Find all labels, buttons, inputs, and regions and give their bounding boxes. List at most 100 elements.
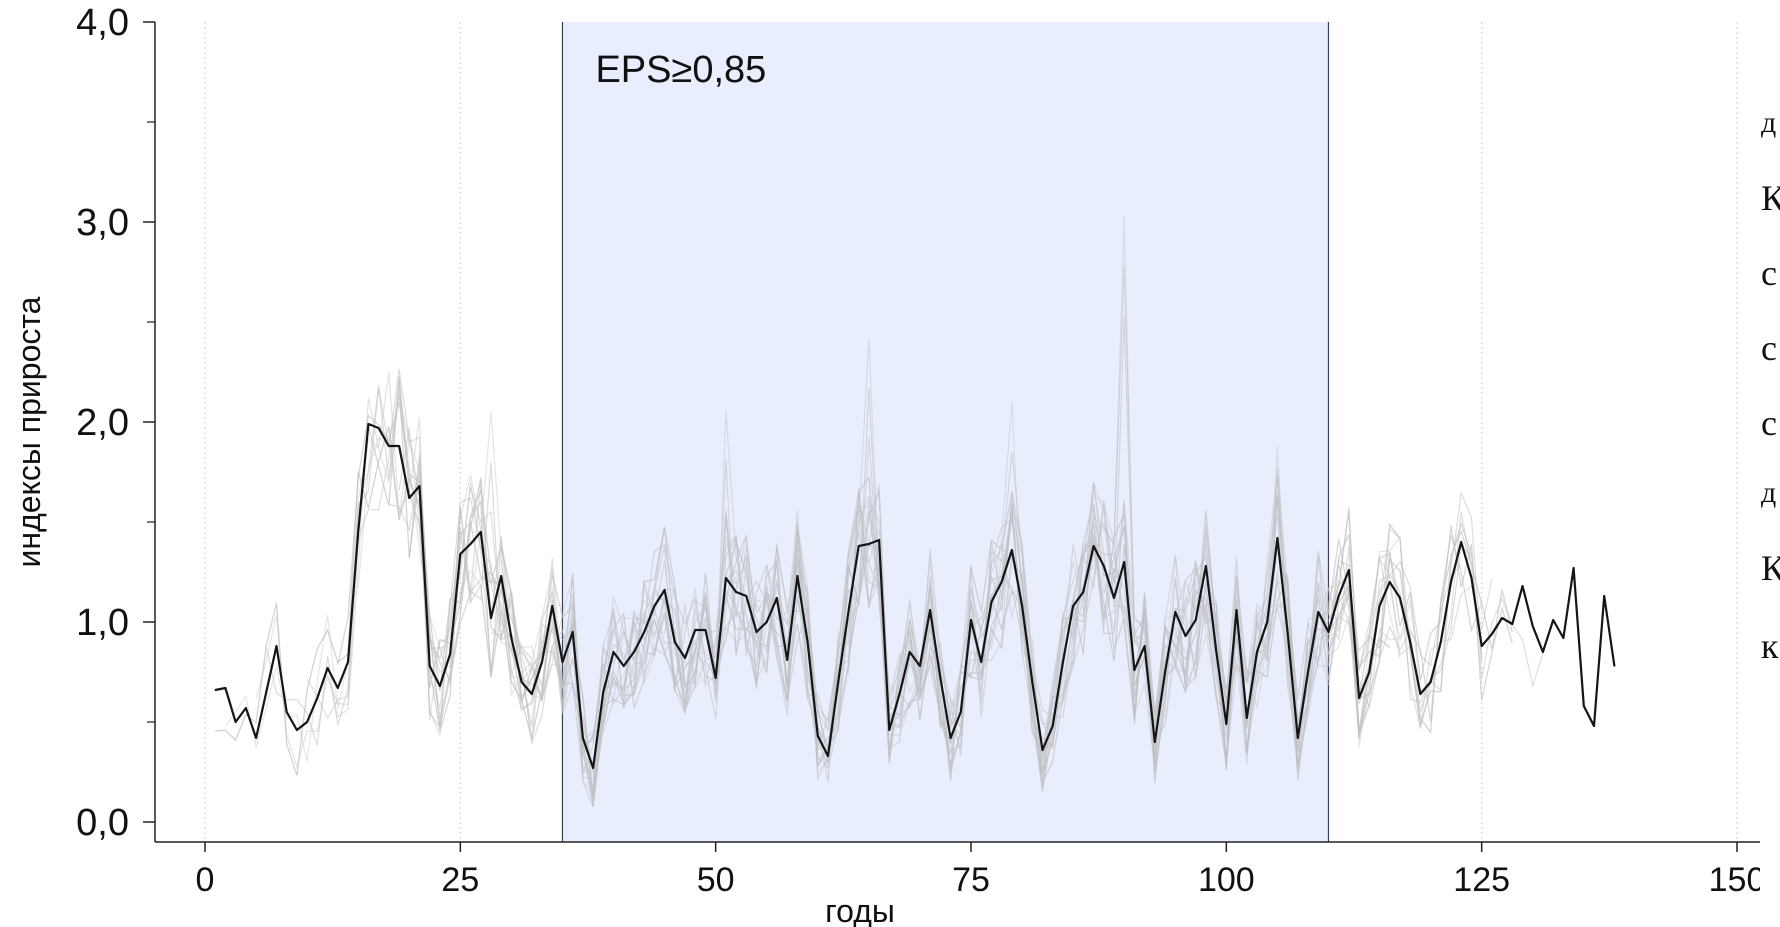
mean-series-point [1072, 605, 1074, 607]
mean-series-point [1480, 645, 1483, 647]
mean-series-point [234, 721, 237, 723]
y-axis-label: индексы прироста [11, 296, 47, 567]
x-axis-label: годы [825, 893, 895, 927]
mean-series-point [898, 693, 901, 695]
mean-series-point [357, 531, 360, 533]
mean-series-point [704, 629, 707, 631]
mean-series-point [633, 651, 635, 653]
mean-series-point [316, 697, 319, 699]
mean-series-point [1358, 697, 1360, 699]
mean-series-point [1450, 581, 1452, 583]
x-tick-label: 25 [441, 861, 479, 899]
labels-layer: 0,0 1,0 2,0 3,0 4,0 0 25 50 75 100 125 150 годы индек… [11, 2, 1760, 927]
individual-series-line [337, 402, 1513, 784]
mean-series-point [459, 553, 462, 555]
mean-series-point [1143, 645, 1146, 647]
mean-series-point [878, 539, 880, 541]
mean-series-point [970, 619, 972, 621]
mean-series-point [275, 645, 278, 647]
mean-series-point [806, 641, 809, 643]
mean-series-point [1317, 611, 1320, 613]
mean-series-point [551, 605, 554, 607]
mean-series-point [520, 681, 523, 683]
mean-series-point [653, 605, 656, 607]
mean-series-point [1378, 605, 1381, 607]
mean-series-point [827, 755, 829, 757]
mean-series-point [1062, 661, 1064, 663]
mean-series-point [714, 677, 717, 679]
side-text-line: К [1761, 178, 1780, 218]
mean-series-point [1235, 609, 1238, 611]
mean-series-point [388, 445, 390, 447]
x-tick-label: 125 [1453, 861, 1510, 899]
mean-series-point [1102, 565, 1105, 567]
mean-series-point [1531, 625, 1534, 627]
mean-series-point [398, 445, 400, 447]
mean-series-point [919, 665, 921, 667]
mean-series-point [1297, 737, 1299, 739]
mean-series-point [908, 651, 911, 653]
mean-series-point [1542, 651, 1544, 653]
mean-series-point [1174, 611, 1177, 613]
mean-series-point [1327, 631, 1330, 633]
side-text-line: д [1761, 476, 1777, 509]
mean-series-point [1276, 537, 1279, 539]
side-text-line: с [1761, 403, 1777, 443]
mean-series-point [1307, 671, 1309, 673]
mean-series-point [531, 693, 533, 695]
mean-series-point [541, 661, 543, 663]
mean-series-point [837, 681, 840, 683]
mean-series-point [1000, 581, 1003, 583]
mean-series-point [1164, 671, 1166, 673]
mean-series-point [786, 659, 788, 661]
mean-series-point [1266, 621, 1268, 623]
axes-layer [143, 21, 1760, 852]
y-tick-label: 4,0 [76, 2, 129, 44]
mean-series-point [582, 737, 584, 739]
mean-series-point [939, 677, 942, 679]
mean-series-point [265, 691, 268, 693]
mean-series-point [725, 577, 727, 579]
y-tick-label: 2,0 [76, 402, 129, 444]
mean-series-point [1521, 585, 1524, 587]
mean-series-point [500, 575, 502, 577]
mean-series-point [347, 661, 349, 663]
mean-series-point [663, 589, 666, 591]
mean-series-point [959, 711, 962, 713]
mean-series-point [929, 609, 931, 611]
x-tick-label: 0 [196, 861, 215, 899]
side-text-line: д [1761, 106, 1777, 139]
mean-series-point [336, 687, 339, 689]
mean-series-point [1368, 671, 1371, 673]
mean-series-point [326, 667, 329, 669]
mean-series-point [796, 575, 799, 577]
mean-series-point [1256, 651, 1258, 653]
mean-series-point [214, 689, 217, 691]
mean-series-point [612, 651, 615, 653]
mean-series-point [1388, 581, 1391, 583]
mean-series-point [1348, 569, 1350, 571]
mean-series-point [418, 485, 421, 487]
mean-series-point [1552, 619, 1554, 621]
mean-series-point [1501, 617, 1503, 619]
mean-series-point [980, 661, 983, 663]
mean-series-point [224, 687, 227, 689]
mean-series-point [1613, 665, 1616, 667]
y-tick-label: 1,0 [76, 602, 129, 644]
mean-series-point [490, 617, 492, 619]
mean-series-point [1051, 725, 1054, 727]
individual-series-line [327, 396, 1370, 784]
mean-series-point [1215, 649, 1217, 651]
mean-series-point [510, 637, 513, 639]
mean-series-point [439, 685, 441, 687]
y-tick-label: 3,0 [76, 202, 129, 244]
mean-series-point [1337, 595, 1340, 597]
x-tick-label: 50 [697, 861, 735, 899]
mean-series-point [735, 591, 737, 593]
mean-series-point [306, 721, 308, 723]
mean-series-line [214, 422, 1616, 770]
mean-series-point [765, 621, 768, 623]
mean-series-point [367, 423, 370, 425]
mean-series-point [1123, 561, 1125, 563]
